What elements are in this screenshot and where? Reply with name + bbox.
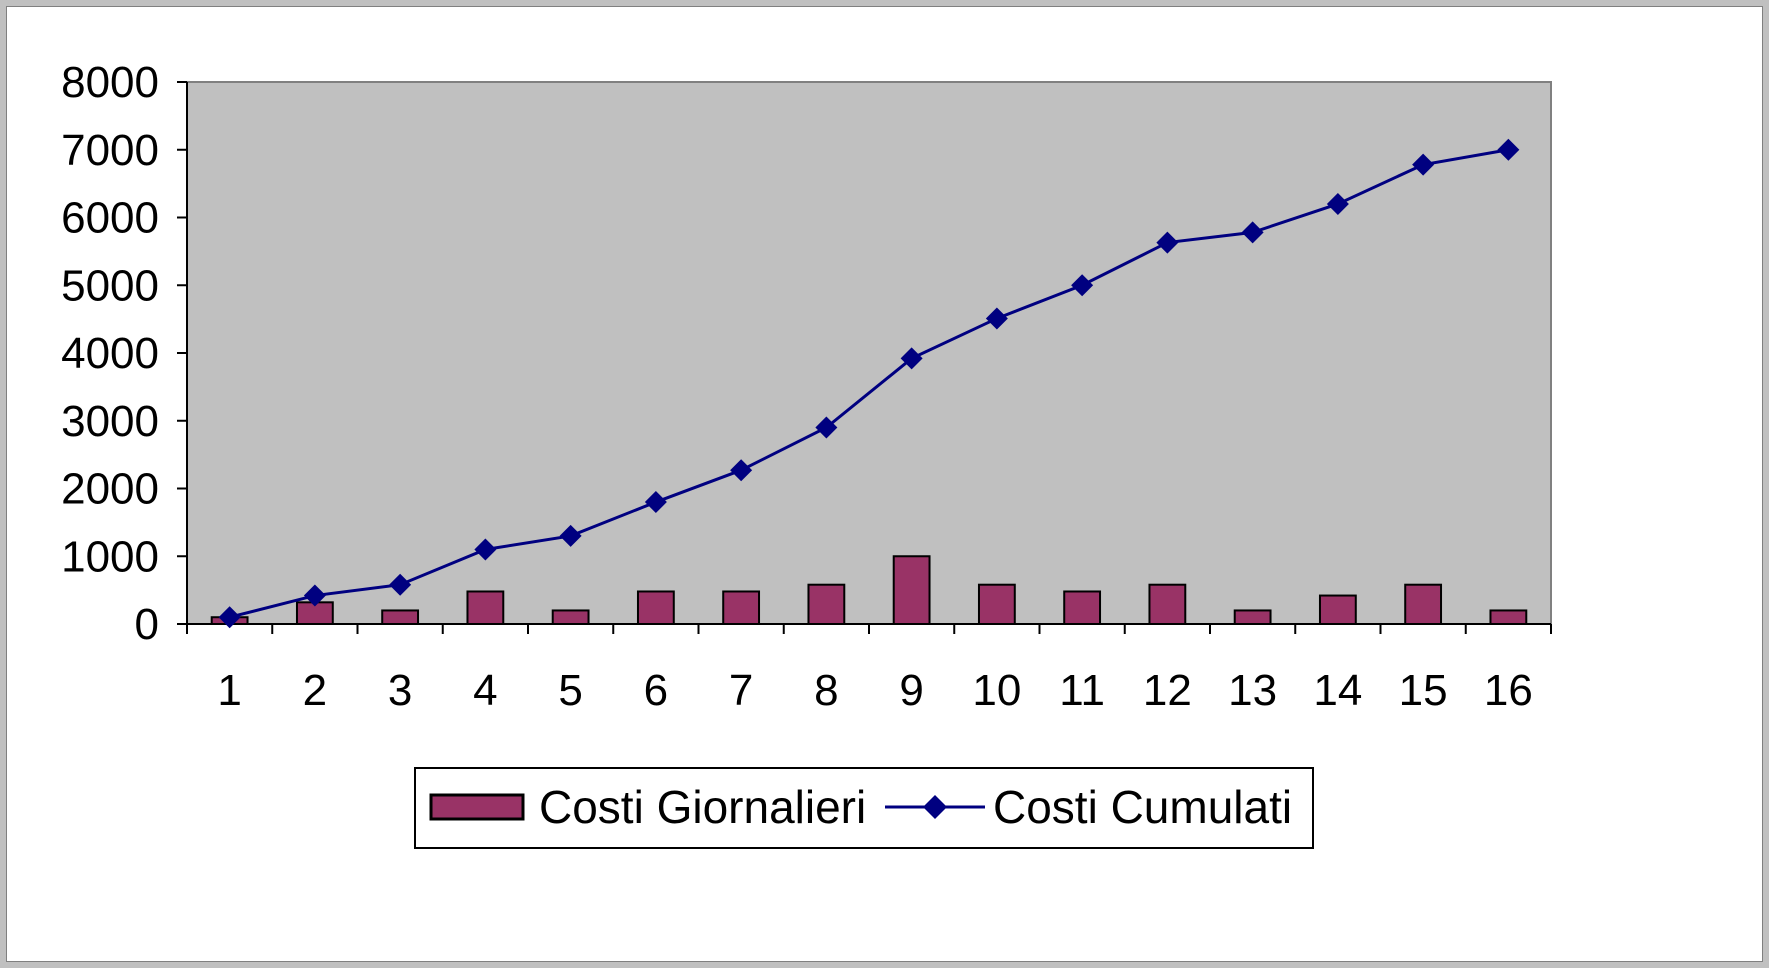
line-point bbox=[644, 491, 667, 514]
y-tick-label: 1000 bbox=[61, 532, 159, 581]
line-point bbox=[1412, 153, 1435, 176]
line-point bbox=[1326, 192, 1349, 215]
bar bbox=[977, 583, 1016, 626]
x-tick-label: 1 bbox=[217, 666, 241, 715]
line-series bbox=[218, 138, 1520, 629]
y-tick-label: 4000 bbox=[61, 329, 159, 378]
legend-box bbox=[414, 767, 1314, 849]
line-point bbox=[559, 524, 582, 547]
y-tick-label: 8000 bbox=[61, 58, 159, 107]
x-tick-label: 2 bbox=[303, 666, 327, 715]
legend-swatch-bar bbox=[429, 793, 525, 821]
y-tick-label: 6000 bbox=[61, 194, 159, 243]
y-tick-label: 7000 bbox=[61, 126, 159, 175]
bar bbox=[551, 609, 590, 626]
x-tick-label: 15 bbox=[1399, 666, 1448, 715]
line-point bbox=[730, 459, 753, 482]
legend: Costi Giornalieri Costi Cumulati bbox=[414, 767, 1314, 849]
x-tick-label: 5 bbox=[558, 666, 582, 715]
x-tick-label: 12 bbox=[1143, 666, 1192, 715]
line-point bbox=[1156, 231, 1179, 254]
legend-diamond-marker bbox=[923, 795, 947, 819]
y-axis: 0 1000 2000 3000 4000 5000 6000 7000 8000 bbox=[61, 58, 188, 649]
bar bbox=[807, 583, 846, 626]
x-tick-label: 4 bbox=[473, 666, 497, 715]
line-point bbox=[815, 416, 838, 439]
x-tick-label: 11 bbox=[1059, 666, 1105, 715]
legend-label-line: Costi Cumulati bbox=[993, 781, 1292, 833]
y-tick-label: 2000 bbox=[61, 465, 159, 514]
y-tick-label: 5000 bbox=[61, 261, 159, 310]
plot-area bbox=[186, 81, 1552, 625]
x-tick-label: 14 bbox=[1313, 666, 1362, 715]
line-point bbox=[389, 573, 412, 596]
bar bbox=[1148, 583, 1187, 626]
bar bbox=[381, 609, 420, 626]
x-axis: 1 2 3 4 5 6 7 8 9 10 11 12 13 14 15 16 bbox=[186, 623, 1552, 715]
bar bbox=[466, 590, 505, 625]
x-tick-label: 8 bbox=[814, 666, 838, 715]
bar-series bbox=[210, 555, 1528, 626]
y-tick-label: 0 bbox=[135, 600, 159, 649]
line-point bbox=[218, 606, 241, 629]
x-tick-label: 10 bbox=[972, 666, 1021, 715]
line-point bbox=[1071, 274, 1094, 297]
bar bbox=[722, 590, 761, 625]
x-tick-label: 7 bbox=[729, 666, 753, 715]
bar bbox=[1404, 583, 1443, 626]
line-point bbox=[1241, 221, 1264, 244]
bar bbox=[636, 590, 675, 625]
line-point bbox=[985, 307, 1008, 330]
x-tick-label: 16 bbox=[1484, 666, 1533, 715]
bar bbox=[1318, 594, 1357, 625]
legend-label-bar: Costi Giornalieri bbox=[539, 781, 866, 833]
line-point bbox=[900, 347, 923, 370]
line-point bbox=[474, 538, 497, 561]
y-tick-label: 3000 bbox=[61, 397, 159, 446]
x-tick-label: 3 bbox=[388, 666, 412, 715]
x-tick-label: 13 bbox=[1228, 666, 1277, 715]
bar bbox=[1233, 609, 1272, 626]
line-path bbox=[229, 148, 1509, 619]
bar bbox=[892, 555, 931, 625]
line-point bbox=[303, 584, 326, 607]
x-tick-label: 6 bbox=[644, 666, 668, 715]
bar bbox=[1063, 590, 1102, 625]
line-point bbox=[1497, 138, 1520, 161]
bar bbox=[1489, 609, 1528, 626]
x-tick-label: 9 bbox=[899, 666, 923, 715]
